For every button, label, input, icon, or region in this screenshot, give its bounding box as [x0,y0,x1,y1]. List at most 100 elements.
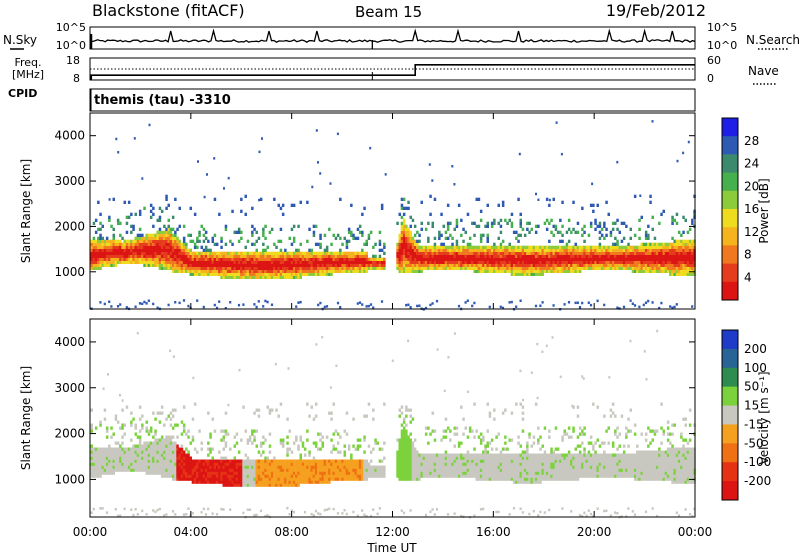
heatmap-cell [361,255,364,258]
heatmap-cell [157,255,160,258]
heatmap-cell [689,255,692,258]
heatmap-cell [429,267,432,270]
heatmap-cell [174,270,177,273]
heatmap-cell [130,463,133,466]
heatmap-cell [414,478,417,481]
heatmap-cell [575,231,578,234]
heatmap-cell [634,261,637,264]
heatmap-cell [405,424,408,427]
heatmap-cell [176,246,179,249]
colorbar-swatch [722,245,738,264]
heatmap-cell [176,460,179,463]
heatmap-cell [172,451,175,454]
heatmap-cell [102,249,105,252]
heatmap-cell [438,264,441,267]
heatmap-cell [368,466,371,469]
heatmap-cell [449,252,452,255]
heatmap-cell [610,258,613,261]
heatmap-cell [319,433,322,436]
heatmap-cell [251,478,254,481]
heatmap-cell [434,258,437,261]
heatmap-cell [234,258,237,261]
heatmap-cell [275,246,278,249]
heatmap-cell [423,249,426,252]
heatmap-cell [253,252,256,255]
heatmap-cell [396,475,399,478]
heatmap-cell [638,249,641,252]
heatmap-cell [344,451,347,454]
heatmap-cell [447,255,450,258]
heatmap-cell [170,246,173,249]
heatmap-cell [203,273,206,276]
heatmap-cell [108,457,111,460]
heatmap-cell [632,246,635,249]
heatmap-cell [537,199,539,202]
heatmap-cell [253,484,256,487]
heatmap-cell [174,264,177,267]
heatmap-cell [425,258,428,261]
heatmap-cell [579,258,582,261]
heatmap-cell [658,243,661,246]
heatmap-cell [421,475,424,478]
heatmap-cell [308,463,311,466]
heatmap-cell [366,415,369,418]
heatmap-cell [401,249,404,252]
heatmap-cell [434,252,437,255]
heatmap-cell [531,270,534,273]
heatmap-cell [605,201,608,204]
heatmap-cell [174,231,177,234]
heatmap-cell [148,243,151,246]
heatmap-cell [302,445,305,448]
heatmap-cell [634,258,637,261]
heatmap-cell [674,270,677,273]
heatmap-cell [275,463,278,466]
heatmap-cell [421,252,424,255]
heatmap-cell [355,472,358,475]
heatmap-cell [685,243,688,246]
heatmap-cell [553,246,556,249]
heatmap-cell [304,264,307,267]
heatmap-cell [264,237,267,240]
heatmap-cell [577,246,580,249]
heatmap-cell [203,267,206,270]
heatmap-cell [236,255,239,258]
heatmap-cell [330,469,333,472]
heatmap-cell [102,243,105,246]
heatmap-cell [555,255,558,258]
heatmap-cell [207,454,210,457]
heatmap-cell [407,460,410,463]
heatmap-cell [500,258,503,261]
heatmap-cell [480,234,483,237]
heatmap-cell [669,255,672,258]
heatmap-cell [680,252,683,255]
heatmap-cell [493,270,496,273]
heatmap-cell [449,261,452,264]
heatmap-cell [110,448,113,451]
heatmap-cell [152,460,155,463]
heatmap-cell [170,234,173,237]
heatmap-cell [682,249,685,252]
heatmap-cell [185,513,187,516]
heatmap-cell [410,264,413,267]
heatmap-cell [113,469,116,472]
heatmap-cell [297,445,300,448]
heatmap-cell [414,243,417,246]
heatmap-cell [401,436,404,439]
heatmap-cell [614,258,617,261]
heatmap-cell [517,234,520,237]
heatmap-cell [401,261,404,264]
heatmap-cell [91,445,94,448]
heatmap-cell [601,255,604,258]
heatmap-cell [667,255,670,258]
heatmap-cell [489,246,492,249]
heatmap-cell [649,246,652,249]
heatmap-cell [403,439,406,442]
heatmap-cell [216,460,219,463]
heatmap-cell [443,258,446,261]
heatmap-cell [130,231,133,234]
heatmap-cell [451,267,454,270]
heatmap-cell [425,475,428,478]
heatmap-cell [174,255,177,258]
heatmap-cell [302,273,305,276]
heatmap-cell [179,451,182,454]
